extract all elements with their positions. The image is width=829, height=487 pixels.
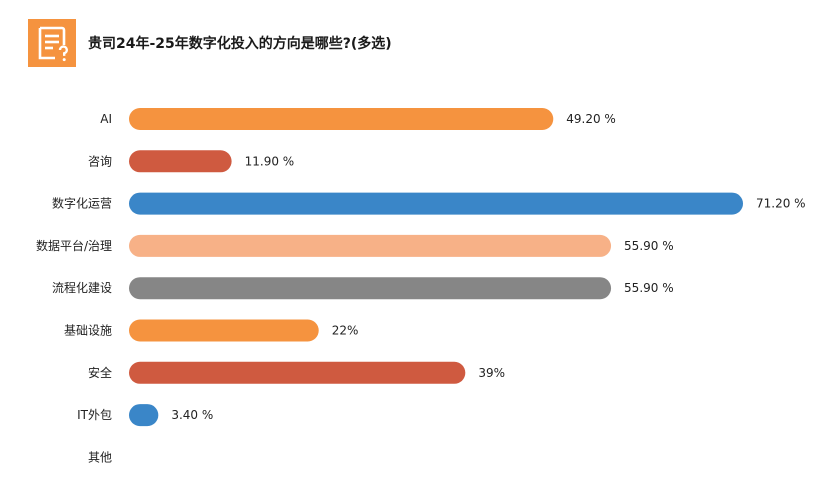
category-label-5: 基础设施 <box>64 324 112 338</box>
category-label-8: 其他 <box>88 450 112 464</box>
bar-2 <box>129 192 743 215</box>
category-label-3: 数据平台/治理 <box>36 238 112 253</box>
category-label-4: 流程化建设 <box>52 280 112 295</box>
bar-3 <box>129 234 612 257</box>
value-label-6: 39% <box>478 366 505 380</box>
question-title: 贵司24年-25年数字化投入的方向是哪些?(多选) <box>88 36 392 52</box>
value-label-0: 49.20 % <box>566 112 616 126</box>
category-label-7: IT外包 <box>77 408 112 422</box>
bar-1 <box>129 150 232 173</box>
bar-5 <box>129 319 319 342</box>
value-label-7: 3.40 % <box>171 408 213 422</box>
value-label-1: 11.90 % <box>245 154 295 168</box>
bar-4 <box>129 277 612 300</box>
value-label-5: 22% <box>332 324 359 338</box>
bar-6 <box>129 361 466 384</box>
category-label-2: 数字化运营 <box>52 196 112 211</box>
survey-question-icon <box>28 19 76 67</box>
category-label-1: 咨询 <box>88 153 112 168</box>
value-label-4: 55.90 % <box>624 281 674 295</box>
value-label-3: 55.90 % <box>624 239 674 253</box>
category-label-0: AI <box>100 112 112 126</box>
category-label-6: 安全 <box>88 365 112 380</box>
value-label-2: 71.20 % <box>756 197 806 211</box>
bar-7 <box>129 404 159 427</box>
bar-0 <box>129 108 554 130</box>
